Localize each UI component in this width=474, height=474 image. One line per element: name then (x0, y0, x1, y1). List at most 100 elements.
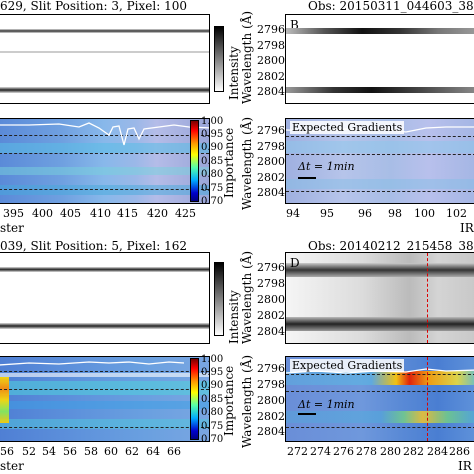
xtick-a-3: 410 (90, 207, 111, 220)
spectrum-panel-left-3 (0, 252, 210, 344)
line-core-dash-a3 (0, 189, 209, 190)
cbar-tick-c-0: 1.00 (201, 354, 224, 365)
xtick-right4-2: 276 (333, 445, 354, 458)
intensity-label-c: Intensity (227, 290, 241, 344)
xtick-left4-8: 66 (167, 445, 181, 458)
xtick-c-2: 96 (358, 207, 372, 220)
time-marker-right4 (427, 357, 428, 441)
dt-scale-bar-c (298, 177, 316, 179)
xtick-left4-7: 64 (146, 445, 160, 458)
importance-colorbar-a (190, 120, 199, 202)
importance-panel-right-4: Expected Gradients Δt = 1min (285, 356, 474, 442)
xtick-right4-4: 280 (380, 445, 401, 458)
xtick-left4-1: 52 (22, 445, 36, 458)
panel-b-title: Obs: 20150311_044603_3860 (308, 0, 474, 13)
importance-colorbar-c (190, 358, 199, 440)
cbar-tick-a-6: 0.70 (201, 196, 224, 207)
xtick-a-0: 395 (3, 207, 24, 220)
expected-gradients-label-c: Expected Gradients (290, 121, 405, 134)
xtick-right4-1: 274 (310, 445, 331, 458)
xtick-c-0: 94 (286, 207, 300, 220)
xtick-left4-4: 58 (84, 445, 98, 458)
xtick-a-1: 400 (32, 207, 53, 220)
intensity-label-a: Intensity (227, 46, 241, 100)
emission-line-lower-b (286, 87, 474, 93)
cbar-tick-c-4: 0.80 (201, 407, 224, 418)
xlabel-c: IR (460, 221, 474, 235)
spectrum-panel-a (0, 14, 210, 104)
wavelength-label-d: Wavelength (Å) (240, 250, 254, 344)
xlabel-a: ster (0, 221, 24, 235)
cbar-tick-a-5: 0.75 (201, 183, 224, 194)
ytick-c-0: 2796 (257, 124, 285, 137)
cbar-tick-c-5: 0.75 (201, 421, 224, 432)
intensity-colorbar-c (214, 262, 224, 336)
ytick-right4-0: 2796 (257, 362, 285, 375)
ytick-c-3: 2802 (257, 171, 285, 184)
emission-line-upper-b (286, 28, 474, 34)
ytick-d-3: 2802 (257, 309, 285, 322)
ytick-c-4: 2804 (257, 186, 285, 199)
importance-label-a: Importance (222, 127, 236, 198)
xtick-right4-5: 282 (403, 445, 424, 458)
ytick-b-0: 2796 (257, 23, 285, 36)
time-marker-d (427, 253, 428, 343)
xtick-left4-6: 62 (125, 445, 139, 458)
expected-gradients-label-right4: Expected Gradients (290, 359, 405, 372)
cbar-tick-a-2: 0.90 (201, 142, 224, 153)
xtick-right4-0: 272 (287, 445, 308, 458)
emission-line-faint (0, 51, 209, 53)
cbar-tick-c-6: 0.70 (201, 434, 224, 445)
cbar-tick-c-3: 0.85 (201, 394, 224, 405)
importance-label-c: Importance (222, 365, 236, 436)
ytick-right4-2: 2800 (257, 394, 285, 407)
xtick-c-5: 102 (446, 207, 467, 220)
intensity-colorbar-a (214, 26, 224, 92)
ytick-d-1: 2798 (257, 277, 285, 290)
xtick-c-3: 98 (388, 207, 402, 220)
ytick-b-4: 2804 (257, 85, 285, 98)
xtick-right4-3: 278 (356, 445, 377, 458)
ytick-d-2: 2800 (257, 293, 285, 306)
importance-panel-left-4 (0, 356, 210, 442)
xlabel-left4: ster (0, 459, 24, 473)
emission-line-lower (0, 87, 209, 93)
xtick-left4-3: 56 (63, 445, 77, 458)
xtick-right4-7: 286 (449, 445, 470, 458)
dt-label-right4: Δt = 1min (298, 398, 355, 411)
spectral-profile-line-a (0, 122, 209, 146)
xtick-a-4: 415 (117, 207, 138, 220)
ytick-c-1: 2798 (257, 140, 285, 153)
wavelength-label-right4: Wavelength (Å) (240, 354, 254, 448)
cbar-tick-a-0: 1.00 (201, 116, 224, 127)
panel-c-title: 039, Slit Position: 5, Pixel: 162 (0, 239, 187, 253)
cbar-tick-a-1: 0.95 (201, 129, 224, 140)
xtick-a-5: 420 (147, 207, 168, 220)
xtick-c-4: 100 (414, 207, 435, 220)
ytick-d-0: 2796 (257, 261, 285, 274)
xtick-left4-5: 60 (104, 445, 118, 458)
ytick-right4-1: 2798 (257, 378, 285, 391)
xtick-left4-2: 54 (42, 445, 56, 458)
xtick-left4-0: 56 (0, 445, 14, 458)
panel-d-title: Obs: 20140212_215458_3860 (308, 239, 474, 253)
importance-panel-c: Expected Gradients Δt = 1min (285, 118, 474, 204)
cbar-tick-a-4: 0.80 (201, 169, 224, 180)
panel-d-letter: D (290, 256, 300, 270)
cbar-tick-a-3: 0.85 (201, 156, 224, 167)
spectrum-panel-d: D (285, 252, 474, 344)
ytick-right4-3: 2802 (257, 410, 285, 423)
xlabel-right4: IR (458, 459, 472, 473)
xtick-a-2: 405 (60, 207, 81, 220)
spectral-profile-line-left-4 (0, 361, 185, 366)
xtick-a-6: 425 (175, 207, 196, 220)
ytick-b-2: 2800 (257, 54, 285, 67)
line-core-dash-a1 (0, 135, 209, 136)
ytick-b-3: 2802 (257, 70, 285, 83)
panel-a-title: 629, Slit Position: 3, Pixel: 100 (0, 0, 187, 13)
xtick-c-1: 95 (320, 207, 334, 220)
spectrum-panel-b: B (285, 14, 474, 104)
cbar-tick-c-1: 0.95 (201, 367, 224, 378)
line-core-dash-a2 (0, 153, 209, 154)
ytick-b-1: 2798 (257, 39, 285, 52)
